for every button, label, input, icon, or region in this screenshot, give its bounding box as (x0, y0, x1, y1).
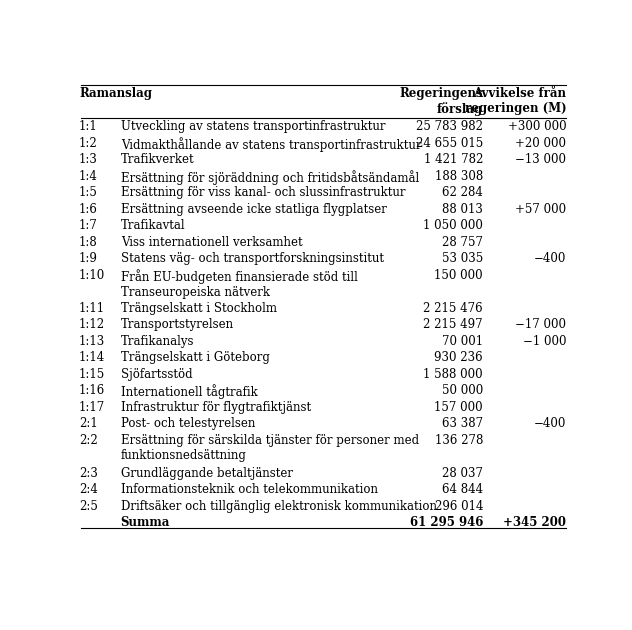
Text: 1:4: 1:4 (79, 169, 98, 183)
Text: Regeringens
förslag: Regeringens förslag (399, 87, 483, 116)
Text: 61 295 946: 61 295 946 (410, 516, 483, 529)
Text: 2:1: 2:1 (79, 417, 98, 430)
Text: 930 236: 930 236 (434, 351, 483, 364)
Text: 1:12: 1:12 (79, 318, 105, 331)
Text: 1:13: 1:13 (79, 335, 106, 348)
Text: Grundläggande betaltjänster: Grundläggande betaltjänster (121, 467, 293, 479)
Text: 1:7: 1:7 (79, 219, 98, 232)
Text: 25 783 982: 25 783 982 (416, 120, 483, 133)
Text: 136 278: 136 278 (435, 433, 483, 447)
Text: 1:15: 1:15 (79, 368, 106, 381)
Text: 70 001: 70 001 (442, 335, 483, 348)
Text: 1:3: 1:3 (79, 153, 98, 166)
Text: 50 000: 50 000 (442, 384, 483, 397)
Text: 296 014: 296 014 (435, 500, 483, 513)
Text: 28 037: 28 037 (442, 467, 483, 479)
Text: Trängselskatt i Göteborg: Trängselskatt i Göteborg (121, 351, 269, 364)
Text: Avvikelse från
regeringen (M): Avvikelse från regeringen (M) (465, 87, 566, 115)
Text: +57 000: +57 000 (515, 203, 566, 215)
Text: 1:17: 1:17 (79, 401, 106, 414)
Text: Viss internationell verksamhet: Viss internationell verksamhet (121, 236, 302, 249)
Text: 1:1: 1:1 (79, 120, 98, 133)
Text: Ramanslag: Ramanslag (79, 87, 152, 100)
Text: Utveckling av statens transportinfrastruktur: Utveckling av statens transportinfrastru… (121, 120, 385, 133)
Text: 53 035: 53 035 (442, 252, 483, 265)
Text: Ersättning för sjöräddning och fritidsbåtsändamål: Ersättning för sjöräddning och fritidsbå… (121, 169, 419, 185)
Text: 63 387: 63 387 (442, 417, 483, 430)
Text: 1:9: 1:9 (79, 252, 98, 265)
Text: 1:5: 1:5 (79, 186, 98, 199)
Text: Internationell tågtrafik: Internationell tågtrafik (121, 384, 257, 399)
Text: −1 000: −1 000 (523, 335, 566, 348)
Text: Summa: Summa (121, 516, 170, 529)
Text: 2:5: 2:5 (79, 500, 98, 513)
Text: Infrastruktur för flygtrafiktjänst: Infrastruktur för flygtrafiktjänst (121, 401, 311, 414)
Text: 150 000: 150 000 (434, 268, 483, 282)
Text: +300 000: +300 000 (507, 120, 566, 133)
Text: Från EU-budgeten finansierade stöd till
Transeuropeiska nätverk: Från EU-budgeten finansierade stöd till … (121, 268, 358, 299)
Text: 188 308: 188 308 (435, 169, 483, 183)
Text: 1:14: 1:14 (79, 351, 106, 364)
Text: +345 200: +345 200 (503, 516, 566, 529)
Text: Sjöfartsstöd: Sjöfartsstöd (121, 368, 192, 381)
Text: Transportstyrelsen: Transportstyrelsen (121, 318, 234, 331)
Text: 2 215 497: 2 215 497 (423, 318, 483, 331)
Text: −400: −400 (534, 252, 566, 265)
Text: 62 284: 62 284 (442, 186, 483, 199)
Text: 1:6: 1:6 (79, 203, 98, 215)
Text: Trafikanalys: Trafikanalys (121, 335, 194, 348)
Text: Statens väg- och transportforskningsinstitut: Statens väg- och transportforskningsinst… (121, 252, 384, 265)
Text: Ersättning för särskilda tjänster för personer med
funktionsnedsättning: Ersättning för särskilda tjänster för pe… (121, 433, 419, 462)
Text: 24 655 015: 24 655 015 (416, 137, 483, 150)
Text: Driftsäker och tillgänglig elektronisk kommunikation: Driftsäker och tillgänglig elektronisk k… (121, 500, 437, 513)
Text: Ersättning avseende icke statliga flygplatser: Ersättning avseende icke statliga flygpl… (121, 203, 387, 215)
Text: 2:3: 2:3 (79, 467, 98, 479)
Text: Trafikavtal: Trafikavtal (121, 219, 185, 232)
Text: 1 588 000: 1 588 000 (423, 368, 483, 381)
Text: −13 000: −13 000 (515, 153, 566, 166)
Text: Informationsteknik och telekommunikation: Informationsteknik och telekommunikation (121, 483, 378, 496)
Text: 64 844: 64 844 (442, 483, 483, 496)
Text: 88 013: 88 013 (442, 203, 483, 215)
Text: 2 215 476: 2 215 476 (423, 302, 483, 314)
Text: −400: −400 (534, 417, 566, 430)
Text: 1 421 782: 1 421 782 (423, 153, 483, 166)
Text: Trängselskatt i Stockholm: Trängselskatt i Stockholm (121, 302, 277, 314)
Text: 1 050 000: 1 050 000 (423, 219, 483, 232)
Text: Vidmakthållande av statens transportinfrastruktur: Vidmakthållande av statens transportinfr… (121, 137, 421, 152)
Text: 1:10: 1:10 (79, 268, 106, 282)
Text: 1:16: 1:16 (79, 384, 106, 397)
Text: +20 000: +20 000 (515, 137, 566, 150)
Text: 2:2: 2:2 (79, 433, 98, 447)
Text: Post- och telestyrelsen: Post- och telestyrelsen (121, 417, 255, 430)
Text: 28 757: 28 757 (442, 236, 483, 249)
Text: Trafikverket: Trafikverket (121, 153, 194, 166)
Text: 1:8: 1:8 (79, 236, 98, 249)
Text: 2:4: 2:4 (79, 483, 98, 496)
Text: Ersättning för viss kanal- och slussinfrastruktur: Ersättning för viss kanal- och slussinfr… (121, 186, 405, 199)
Text: 157 000: 157 000 (434, 401, 483, 414)
Text: 1:11: 1:11 (79, 302, 105, 314)
Text: 1:2: 1:2 (79, 137, 98, 150)
Text: −17 000: −17 000 (515, 318, 566, 331)
